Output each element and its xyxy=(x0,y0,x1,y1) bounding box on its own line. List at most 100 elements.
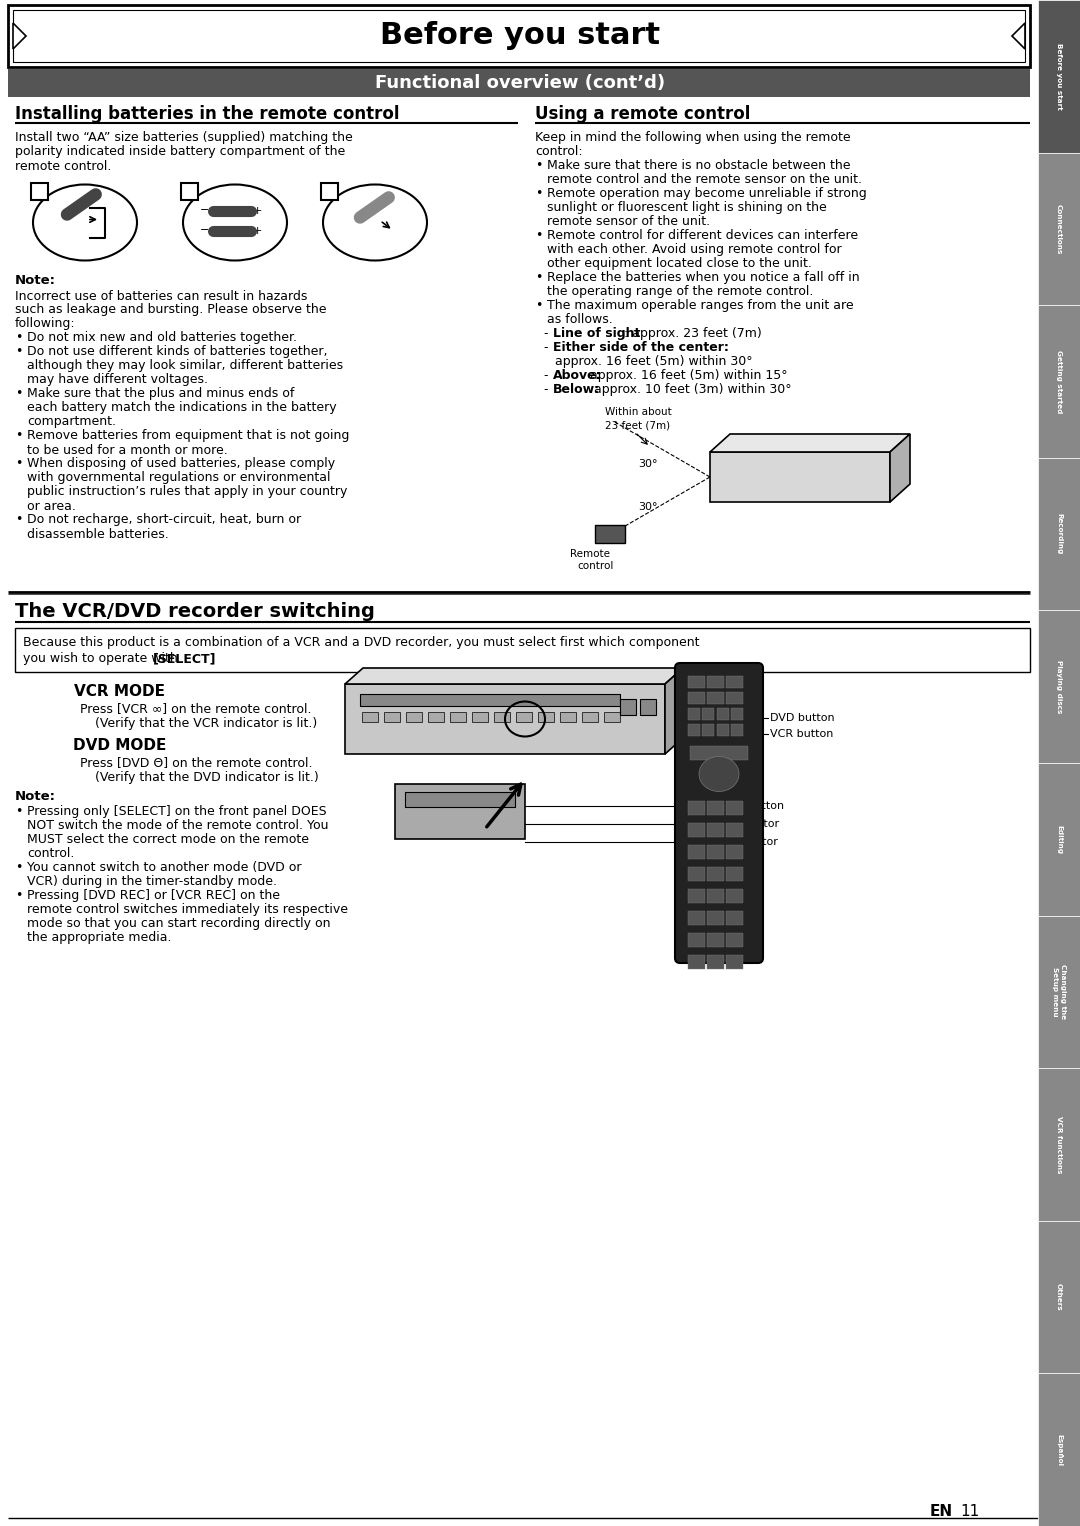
Text: remote sensor of the unit.: remote sensor of the unit. xyxy=(546,215,711,227)
Text: ◄ SOURCE ►: ◄ SOURCE ► xyxy=(435,823,478,829)
Bar xyxy=(688,932,705,948)
Text: other equipment located close to the unit.: other equipment located close to the uni… xyxy=(546,256,812,270)
Bar xyxy=(8,5,1030,67)
Text: : approx. 23 feet (7m): : approx. 23 feet (7m) xyxy=(624,327,762,340)
Text: sunlight or fluorescent light is shining on the: sunlight or fluorescent light is shining… xyxy=(546,201,827,214)
Text: 30°: 30° xyxy=(638,459,658,468)
Text: -: - xyxy=(543,369,548,382)
Text: Make sure that the plus and minus ends of: Make sure that the plus and minus ends o… xyxy=(27,388,295,400)
Bar xyxy=(688,911,705,925)
Text: SELECT button: SELECT button xyxy=(702,801,784,810)
Text: Above:: Above: xyxy=(553,369,602,382)
Text: (Verify that the DVD indicator is lit.): (Verify that the DVD indicator is lit.) xyxy=(95,771,319,784)
Text: Using a remote control: Using a remote control xyxy=(535,105,751,124)
Bar xyxy=(688,801,705,815)
Polygon shape xyxy=(13,23,26,49)
Text: DVD: DVD xyxy=(490,823,509,832)
Ellipse shape xyxy=(323,185,427,261)
Text: Within about: Within about xyxy=(605,407,672,417)
Bar xyxy=(726,867,743,881)
Bar xyxy=(688,723,700,736)
Bar xyxy=(707,890,724,903)
Bar xyxy=(726,823,743,836)
Text: VCR) during in the timer-standby mode.: VCR) during in the timer-standby mode. xyxy=(27,874,276,888)
Text: DVD MODE: DVD MODE xyxy=(73,739,166,752)
Text: EN: EN xyxy=(930,1505,954,1518)
Text: may have different voltages.: may have different voltages. xyxy=(27,374,208,386)
Bar xyxy=(362,713,378,722)
Text: Playing discs: Playing discs xyxy=(1056,661,1062,713)
Bar xyxy=(702,708,714,720)
Text: approx. 16 feet (5m) within 15°: approx. 16 feet (5m) within 15° xyxy=(586,369,787,382)
Text: such as leakage and bursting. Please observe the: such as leakage and bursting. Please obs… xyxy=(15,304,326,316)
Bar xyxy=(707,911,724,925)
Text: each battery match the indications in the battery: each battery match the indications in th… xyxy=(27,401,337,415)
Bar xyxy=(688,890,705,903)
Text: -: - xyxy=(543,327,548,340)
Text: •: • xyxy=(15,806,23,818)
Text: 3: 3 xyxy=(325,185,335,198)
Bar xyxy=(688,955,705,969)
Text: Make sure that there is no obstacle between the: Make sure that there is no obstacle betw… xyxy=(546,159,851,172)
Text: control:: control: xyxy=(535,145,582,159)
Text: Either side of the center:: Either side of the center: xyxy=(553,340,729,354)
Bar xyxy=(731,723,743,736)
Bar xyxy=(1038,153,1080,305)
Text: compartment.: compartment. xyxy=(27,415,116,429)
Text: ▼: ▼ xyxy=(716,783,721,789)
Text: •: • xyxy=(535,229,542,243)
Bar xyxy=(1038,1373,1080,1526)
Bar xyxy=(707,955,724,969)
Bar xyxy=(8,69,1030,98)
Text: disassemble batteries.: disassemble batteries. xyxy=(27,528,168,540)
Text: Press [DVD Θ] on the remote control.: Press [DVD Θ] on the remote control. xyxy=(80,755,312,769)
Text: mode so that you can start recording directly on: mode so that you can start recording dir… xyxy=(27,917,330,929)
Text: (Verify that the VCR indicator is lit.): (Verify that the VCR indicator is lit.) xyxy=(95,717,318,729)
Text: ◄: ◄ xyxy=(702,771,707,777)
Bar xyxy=(707,676,724,688)
FancyBboxPatch shape xyxy=(675,662,762,963)
Polygon shape xyxy=(345,668,683,684)
Text: the operating range of the remote control.: the operating range of the remote contro… xyxy=(546,285,813,298)
Bar xyxy=(405,792,515,807)
Bar xyxy=(688,845,705,859)
Text: VCR: VCR xyxy=(400,823,418,832)
Text: approx. 10 feet (3m) within 30°: approx. 10 feet (3m) within 30° xyxy=(586,383,792,397)
Polygon shape xyxy=(665,668,683,754)
Bar xyxy=(1038,1221,1080,1373)
Bar xyxy=(726,890,743,903)
Text: ►: ► xyxy=(730,771,735,777)
Bar xyxy=(1038,0,1080,153)
Text: or area.: or area. xyxy=(27,499,76,513)
Text: with each other. Avoid using remote control for: with each other. Avoid using remote cont… xyxy=(546,243,841,256)
Bar xyxy=(428,713,444,722)
Text: Changing the
Setup menu: Changing the Setup menu xyxy=(1053,964,1066,1019)
Text: public instruction’s rules that apply in your country: public instruction’s rules that apply in… xyxy=(27,485,348,499)
Bar xyxy=(1038,458,1080,610)
Text: Pressing [DVD REC] or [VCR REC] on the: Pressing [DVD REC] or [VCR REC] on the xyxy=(27,890,280,902)
Bar xyxy=(707,932,724,948)
Text: •: • xyxy=(15,861,23,874)
Bar xyxy=(707,867,724,881)
Text: Connections: Connections xyxy=(1056,203,1062,255)
Text: ▲: ▲ xyxy=(716,758,721,765)
Bar xyxy=(450,713,465,722)
Text: •: • xyxy=(535,188,542,200)
Bar xyxy=(494,713,510,722)
Text: Press [VCR ∞] on the remote control.: Press [VCR ∞] on the remote control. xyxy=(80,702,311,716)
Bar xyxy=(360,694,620,707)
Text: Note:: Note: xyxy=(15,275,56,287)
Text: The VCR/DVD recorder switching: The VCR/DVD recorder switching xyxy=(15,601,375,621)
Bar xyxy=(688,676,705,688)
Text: VCR button: VCR button xyxy=(770,729,834,739)
Bar xyxy=(1038,1068,1080,1221)
Text: Because this product is a combination of a VCR and a DVD recorder, you must sele: Because this product is a combination of… xyxy=(23,636,700,649)
Text: VCR indicator: VCR indicator xyxy=(702,836,778,847)
Bar xyxy=(620,699,636,716)
Text: 30°: 30° xyxy=(638,502,658,513)
Text: Do not use different kinds of batteries together,: Do not use different kinds of batteries … xyxy=(27,345,327,359)
Bar xyxy=(726,932,743,948)
Bar xyxy=(726,845,743,859)
Text: −: − xyxy=(200,206,210,215)
Bar xyxy=(707,801,724,815)
